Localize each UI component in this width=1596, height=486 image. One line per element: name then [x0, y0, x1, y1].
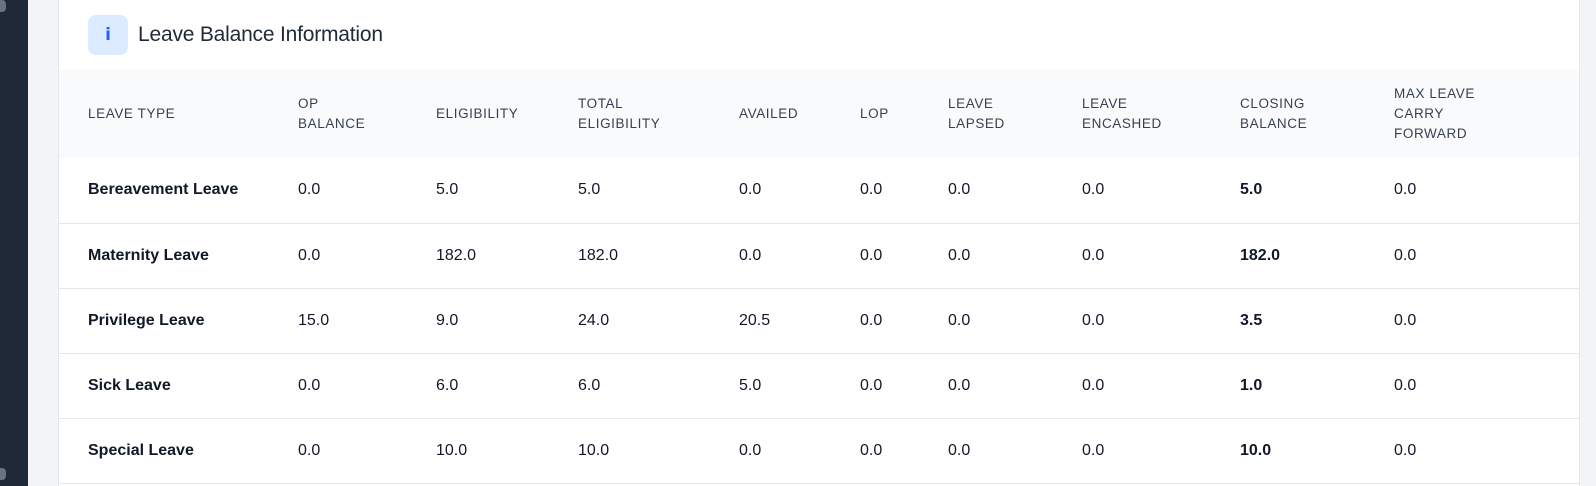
column-header-label: LEAVE	[1082, 96, 1128, 111]
column-header-label: FORWARD	[1394, 126, 1468, 141]
cell-lop: 0.0	[860, 376, 883, 394]
cell-closing-balance: 10.0	[1240, 441, 1272, 459]
cell-eligibility: 182.0	[436, 246, 477, 264]
column-header-leave-lapsed: LEAVE LAPSED	[948, 70, 1082, 158]
info-icon: i	[88, 15, 128, 55]
row-gutter	[59, 353, 88, 418]
cell-total-eligibility: 182.0	[578, 246, 619, 264]
cell-leave-encashed: 0.0	[1082, 311, 1105, 329]
cell-lop: 0.0	[860, 441, 883, 459]
cell-availed: 0.0	[739, 441, 762, 459]
cell-closing-balance: 1.0	[1240, 376, 1263, 394]
cell-eligibility: 6.0	[436, 376, 459, 394]
cell-op-balance: 0.0	[298, 246, 321, 264]
cell-op-balance: 15.0	[298, 311, 330, 329]
column-header-label: CLOSING	[1240, 96, 1305, 111]
cell-leave-lapsed: 0.0	[948, 246, 971, 264]
column-header-label: LAPSED	[948, 116, 1005, 131]
table-row: Maternity Leave 0.0 182.0 182.0 0.0 0.0 0.0 0.0…	[59, 223, 1579, 288]
column-header-label: BALANCE	[298, 116, 366, 131]
column-header-label: ELIGIBILITY	[578, 116, 661, 131]
cell-leave-encashed: 0.0	[1082, 181, 1105, 199]
cell-availed: 0.0	[739, 181, 762, 199]
column-header-max-leave-carry-forward: MAX LEAVE CARRY FORWARD	[1394, 70, 1579, 158]
cell-leave-type: Maternity Leave	[88, 246, 209, 264]
row-gutter	[59, 223, 88, 288]
cell-leave-type: Privilege Leave	[88, 311, 205, 329]
cell-leave-lapsed: 0.0	[948, 181, 971, 199]
cell-closing-balance: 5.0	[1240, 181, 1263, 199]
scroll-handle-bottom	[0, 468, 6, 480]
cell-max-leave-carry-forward: 0.0	[1394, 246, 1417, 264]
cell-availed: 20.5	[739, 311, 771, 329]
card-header: i Leave Balance Information	[59, 0, 1579, 70]
cell-lop: 0.0	[860, 181, 883, 199]
cell-op-balance: 0.0	[298, 181, 321, 199]
table-header-row: LEAVE TYPE OP BALANCE ELIGIBILITY TOTAL ELIGI…	[59, 70, 1579, 158]
cell-leave-encashed: 0.0	[1082, 376, 1105, 394]
column-header-label: LEAVE	[948, 96, 994, 111]
column-header-lop: LOP	[860, 70, 948, 158]
cell-leave-type: Special Leave	[88, 441, 194, 459]
column-header-label: TOTAL	[578, 96, 624, 111]
column-header-availed: AVAILED	[739, 70, 860, 158]
cell-leave-encashed: 0.0	[1082, 441, 1105, 459]
column-header-total-eligibility: TOTAL ELIGIBILITY	[578, 70, 739, 158]
cell-availed: 5.0	[739, 376, 762, 394]
column-header-label: ENCASHED	[1082, 116, 1162, 131]
column-header-leave-type: LEAVE TYPE	[88, 70, 298, 158]
table-body: Bereavement Leave 0.0 5.0 5.0 0.0 0.0 0.0 0.0 5.…	[59, 158, 1579, 483]
column-header-label: ELIGIBILITY	[436, 106, 519, 121]
table-row: Privilege Leave 15.0 9.0 24.0 20.5 0.0 0.0 0.0 3…	[59, 288, 1579, 353]
table-row: Special Leave 0.0 10.0 10.0 0.0 0.0 0.0 0.0 10.0…	[59, 418, 1579, 483]
cell-leave-type: Sick Leave	[88, 376, 171, 394]
cell-total-eligibility: 5.0	[578, 181, 601, 199]
column-header-closing-balance: CLOSING BALANCE	[1240, 70, 1394, 158]
cell-max-leave-carry-forward: 0.0	[1394, 311, 1417, 329]
cell-total-eligibility: 10.0	[578, 441, 610, 459]
table-gutter	[59, 70, 88, 158]
column-header-leave-encashed: LEAVE ENCASHED	[1082, 70, 1240, 158]
table-row: Bereavement Leave 0.0 5.0 5.0 0.0 0.0 0.0 0.0 5.…	[59, 158, 1579, 223]
cell-max-leave-carry-forward: 0.0	[1394, 181, 1417, 199]
column-header-label: CARRY	[1394, 106, 1445, 121]
cell-closing-balance: 182.0	[1240, 246, 1281, 264]
cell-eligibility: 5.0	[436, 181, 459, 199]
cell-lop: 0.0	[860, 311, 883, 329]
column-header-op-balance: OP BALANCE	[298, 70, 436, 158]
cell-total-eligibility: 24.0	[578, 311, 610, 329]
leave-balance-card: i Leave Balance Information LEAVE TYPE OP…	[58, 0, 1580, 486]
cell-eligibility: 9.0	[436, 311, 459, 329]
cell-leave-encashed: 0.0	[1082, 246, 1105, 264]
row-gutter	[59, 418, 88, 483]
app-sidebar-edge	[0, 0, 28, 486]
info-icon-glyph: i	[105, 25, 111, 45]
cell-eligibility: 10.0	[436, 441, 468, 459]
cell-op-balance: 0.0	[298, 441, 321, 459]
leave-balance-table: LEAVE TYPE OP BALANCE ELIGIBILITY TOTAL ELIGI…	[59, 70, 1579, 484]
column-header-label: MAX LEAVE	[1394, 86, 1475, 101]
cell-op-balance: 0.0	[298, 376, 321, 394]
cell-max-leave-carry-forward: 0.0	[1394, 441, 1417, 459]
cell-lop: 0.0	[860, 246, 883, 264]
column-header-label: AVAILED	[739, 106, 799, 121]
cell-leave-lapsed: 0.0	[948, 441, 971, 459]
cell-max-leave-carry-forward: 0.0	[1394, 376, 1417, 394]
cell-closing-balance: 3.5	[1240, 311, 1263, 329]
cell-leave-lapsed: 0.0	[948, 311, 971, 329]
column-header-label: LOP	[860, 106, 889, 121]
column-header-label: LEAVE TYPE	[88, 106, 176, 121]
column-header-label: BALANCE	[1240, 116, 1308, 131]
column-header-eligibility: ELIGIBILITY	[436, 70, 578, 158]
cell-leave-lapsed: 0.0	[948, 376, 971, 394]
cell-availed: 0.0	[739, 246, 762, 264]
table-row: Sick Leave 0.0 6.0 6.0 5.0 0.0 0.0 0.0 1.0 0.0	[59, 353, 1579, 418]
cell-leave-type: Bereavement Leave	[88, 181, 239, 199]
card-title: Leave Balance Information	[138, 23, 383, 46]
scroll-handle-top	[0, 0, 6, 12]
cell-total-eligibility: 6.0	[578, 376, 601, 394]
row-gutter	[59, 158, 88, 223]
column-header-label: OP	[298, 96, 319, 111]
row-gutter	[59, 288, 88, 353]
